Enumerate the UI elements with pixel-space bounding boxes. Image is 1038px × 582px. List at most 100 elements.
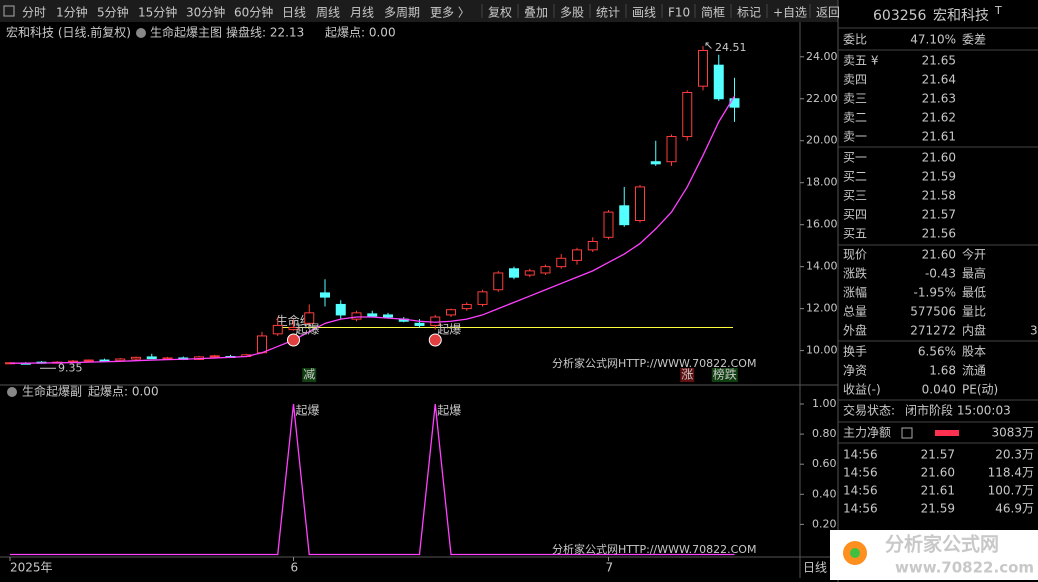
chart-title: 宏和科技 (日线.前复权) <box>6 25 131 40</box>
row-label: 卖二 <box>843 111 867 125</box>
signal-label: 起爆 <box>437 404 461 418</box>
row-value: 21.62 <box>922 111 956 125</box>
settings-icon[interactable] <box>136 28 146 38</box>
row-label: 买二 <box>843 170 867 184</box>
row-value: 21.60 <box>922 248 956 262</box>
signal-ball <box>287 333 300 347</box>
ma-line <box>10 95 736 364</box>
chart-subtitle: 生命起爆主图 <box>150 25 222 40</box>
y-tick-label: 14.00 <box>806 260 838 273</box>
trade-price: 21.61 <box>921 484 955 498</box>
row-value: 21.57 <box>922 208 956 222</box>
signal-ball <box>428 333 442 347</box>
row-value: 271272 <box>910 324 956 338</box>
row-label: 委差 <box>962 33 986 47</box>
y-tick-label: 20.00 <box>806 134 838 147</box>
watermark: 分析家公式网HTTP://WWW.70822.COM <box>552 542 756 556</box>
y-tick-label: 16.00 <box>806 218 838 231</box>
trade-amount: 100.7万 <box>988 484 1034 498</box>
row-label: PE(动) <box>962 383 998 397</box>
row-label: 量比 <box>962 305 986 319</box>
toolbar-tab[interactable]: 30分钟 <box>186 5 225 20</box>
flow-value: 3083万 <box>991 426 1034 440</box>
candle-body <box>635 186 645 221</box>
signal-line <box>10 403 735 556</box>
row-label: 卖一 <box>843 130 867 144</box>
toolbar-button[interactable]: +自选 <box>773 6 807 20</box>
signal-label: 起爆 <box>296 404 320 418</box>
toolbar-button[interactable]: 返回 <box>816 6 840 20</box>
candle-body <box>257 335 267 354</box>
flow-icon[interactable] <box>901 427 913 439</box>
toolbar-tab[interactable]: 更多 〉 <box>430 6 470 20</box>
high-annotation: 24.51 <box>715 41 747 54</box>
candle-body <box>540 266 551 274</box>
candle-body <box>524 270 535 276</box>
row-value: 6.56% <box>918 345 956 359</box>
row-value: 3 <box>1030 324 1038 338</box>
stock-code: 603256 <box>873 8 927 24</box>
toolbar-tab[interactable]: 日线 <box>282 6 306 20</box>
y-tick-label: 0.60 <box>812 457 837 470</box>
candle-body <box>320 292 330 298</box>
row-label: 委比 <box>843 33 867 47</box>
chart-title: 生命起爆副 <box>22 384 82 399</box>
toolbar-tab[interactable]: 1分钟 <box>56 5 88 20</box>
toolbar-tab[interactable]: 分时 <box>22 6 46 20</box>
row-label: 流通 <box>962 364 986 378</box>
bottom-mark: 榜跌 <box>713 367 737 382</box>
row-value: 21.61 <box>922 130 956 144</box>
toolbar-button[interactable]: F10 <box>668 6 690 20</box>
trade-time: 14:56 <box>843 466 878 480</box>
row-label: 买五 <box>843 227 867 241</box>
candle-body <box>367 313 378 317</box>
toolbar-tab[interactable]: 15分钟 <box>138 5 177 20</box>
candle-body <box>304 312 315 324</box>
x-tick-label: 6 <box>291 561 299 575</box>
candle-body <box>666 136 677 163</box>
status-label: 交易状态: <box>843 403 895 418</box>
settings-icon[interactable] <box>7 387 17 397</box>
legend-entry: 操盘线: 22.13 <box>226 25 304 40</box>
logo-name: 分析家公式网 <box>885 533 999 556</box>
row-label: 卖三 <box>843 92 867 106</box>
y-tick-label: 0.20 <box>812 517 837 530</box>
status-value: 闭市阶段 15:00:03 <box>905 403 1011 418</box>
row-label: 总量 <box>843 305 867 319</box>
candle-body <box>272 324 283 335</box>
toolbar-bg <box>0 0 838 22</box>
logo-flower-center <box>850 548 860 558</box>
signal-label: 起爆 <box>437 323 461 337</box>
candle-body <box>556 257 567 268</box>
flow-label: 主力净额 <box>843 426 891 440</box>
toolbar-tab[interactable]: 多周期 <box>384 6 420 20</box>
trade-time: 14:56 <box>843 484 878 498</box>
row-label: 外盘 <box>843 323 867 338</box>
row-value: 577506 <box>910 305 956 319</box>
candle-body <box>288 327 299 331</box>
toolbar-tab[interactable]: 月线 <box>350 6 374 20</box>
toolbar-button[interactable]: 叠加 <box>524 6 548 20</box>
mark-box <box>711 368 738 382</box>
toolbar-tab[interactable]: 周线 <box>316 6 340 20</box>
toolbar-button[interactable]: 简框 <box>701 6 725 20</box>
toolbar-button[interactable]: 画线 <box>632 6 656 20</box>
row-label: 买四 <box>843 208 867 222</box>
toolbar-button[interactable]: 统计 <box>596 6 620 20</box>
row-label: 股本 <box>962 345 986 359</box>
candle-body <box>477 291 488 305</box>
toolbar-button[interactable]: 标记 <box>737 6 761 20</box>
bottom-mark: 涨 <box>681 367 693 382</box>
toolbar-button[interactable]: 多股 <box>560 6 584 20</box>
candle-body <box>83 359 94 362</box>
toolbar-button[interactable]: 复权 <box>488 6 512 20</box>
menu-icon[interactable] <box>3 5 15 17</box>
toolbar-tab[interactable]: 60分钟 <box>234 5 273 20</box>
trade-amount: 20.3万 <box>995 448 1034 462</box>
toolbar-tab[interactable]: 5分钟 <box>97 5 129 20</box>
row-value: 21.56 <box>922 227 956 241</box>
candle-body <box>682 91 693 138</box>
row-label: 最低 <box>962 286 986 300</box>
candle-body <box>115 358 126 362</box>
